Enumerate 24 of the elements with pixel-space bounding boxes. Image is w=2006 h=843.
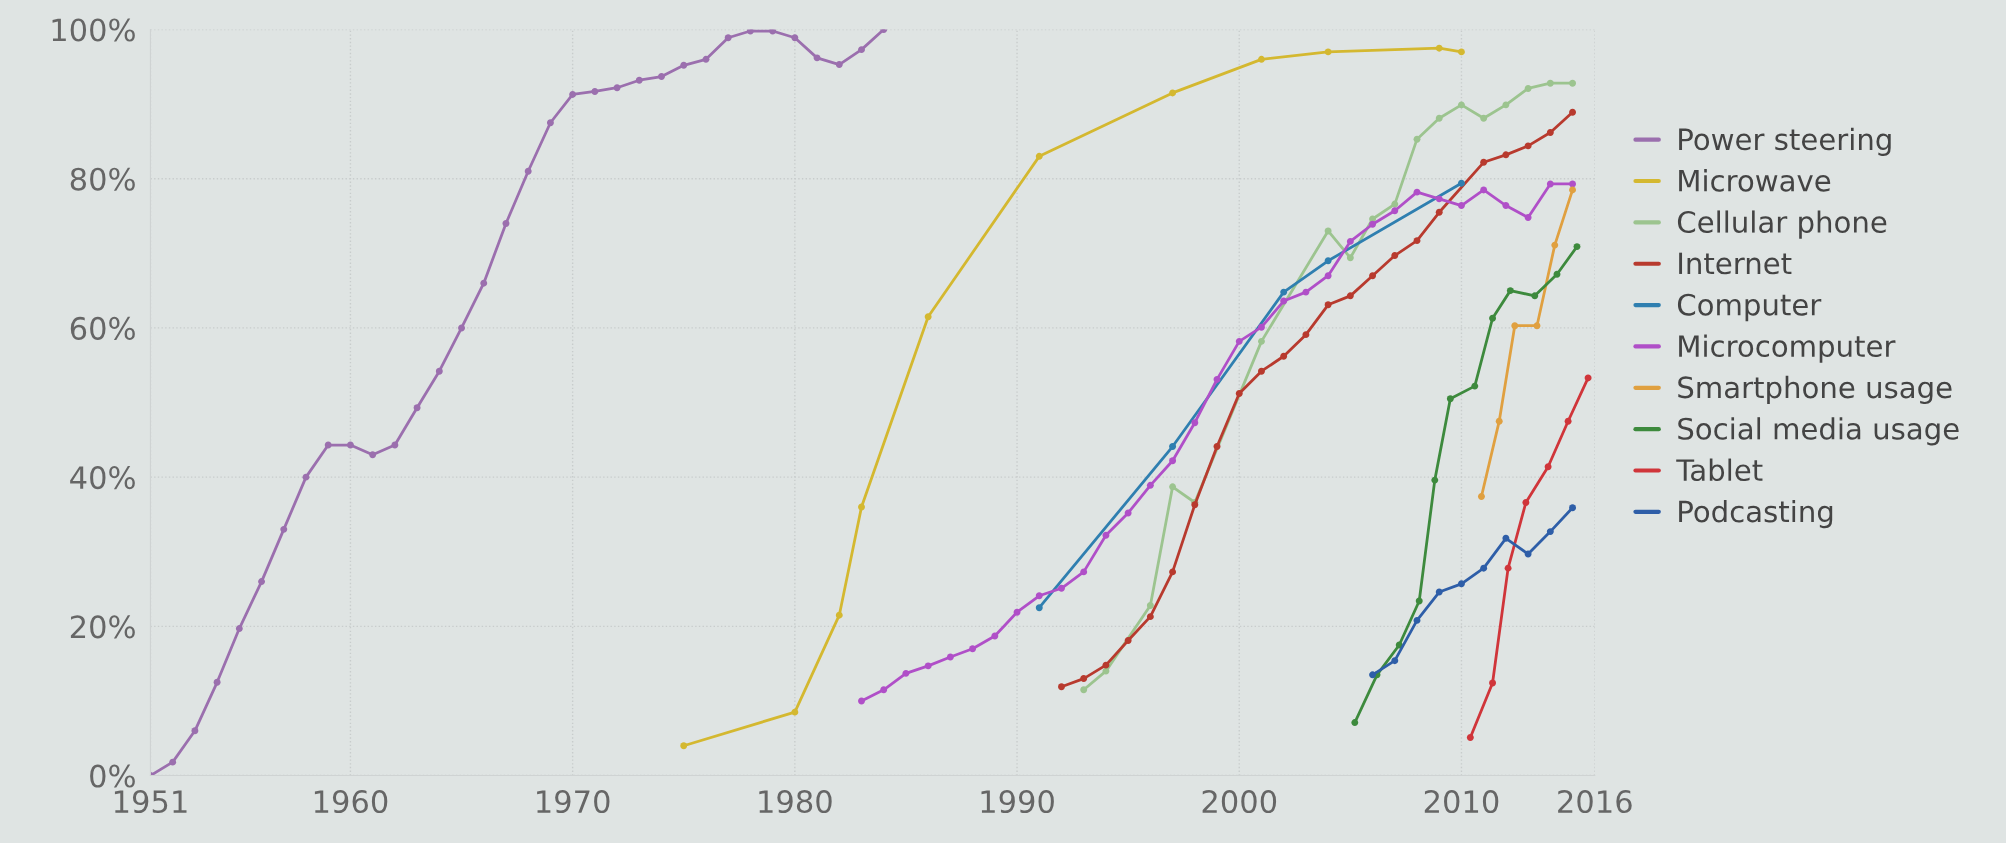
- y-tick-label: 80%: [70, 167, 135, 191]
- legend-label: Social media usage: [1678, 417, 1959, 446]
- x-tick-label: 1990: [981, 789, 1054, 814]
- legend-label: Podcasting: [1679, 499, 1833, 529]
- y-tick-label: 20%: [70, 615, 135, 639]
- legend-label: Tablet: [1676, 458, 1763, 482]
- x-tick-label: 1980: [759, 789, 832, 814]
- x-tick-label: 1970: [537, 789, 610, 814]
- x-tick-label: 2016: [1558, 789, 1632, 814]
- y-tick-label: 60%: [70, 316, 135, 340]
- legend-label: Cellular phone: [1677, 210, 1887, 239]
- legend-label: Computer: [1677, 293, 1822, 322]
- x-tick-label: 2000: [1202, 789, 1277, 814]
- legend-label: Internet: [1679, 252, 1792, 275]
- x-tick-label: 2010: [1424, 789, 1499, 814]
- legend-label: Microwave: [1679, 169, 1831, 192]
- legend-label: Microcomputer: [1679, 334, 1896, 363]
- legend-label: Smartphone usage: [1678, 375, 1952, 405]
- y-tick-label: 0%: [90, 764, 135, 788]
- y-tick-label: 40%: [70, 466, 135, 490]
- x-tick-label: 1951: [114, 789, 187, 814]
- x-tick-label: 1960: [314, 789, 388, 814]
- legend-label: Power steering: [1679, 127, 1891, 156]
- y-tick-label: 100%: [52, 18, 135, 42]
